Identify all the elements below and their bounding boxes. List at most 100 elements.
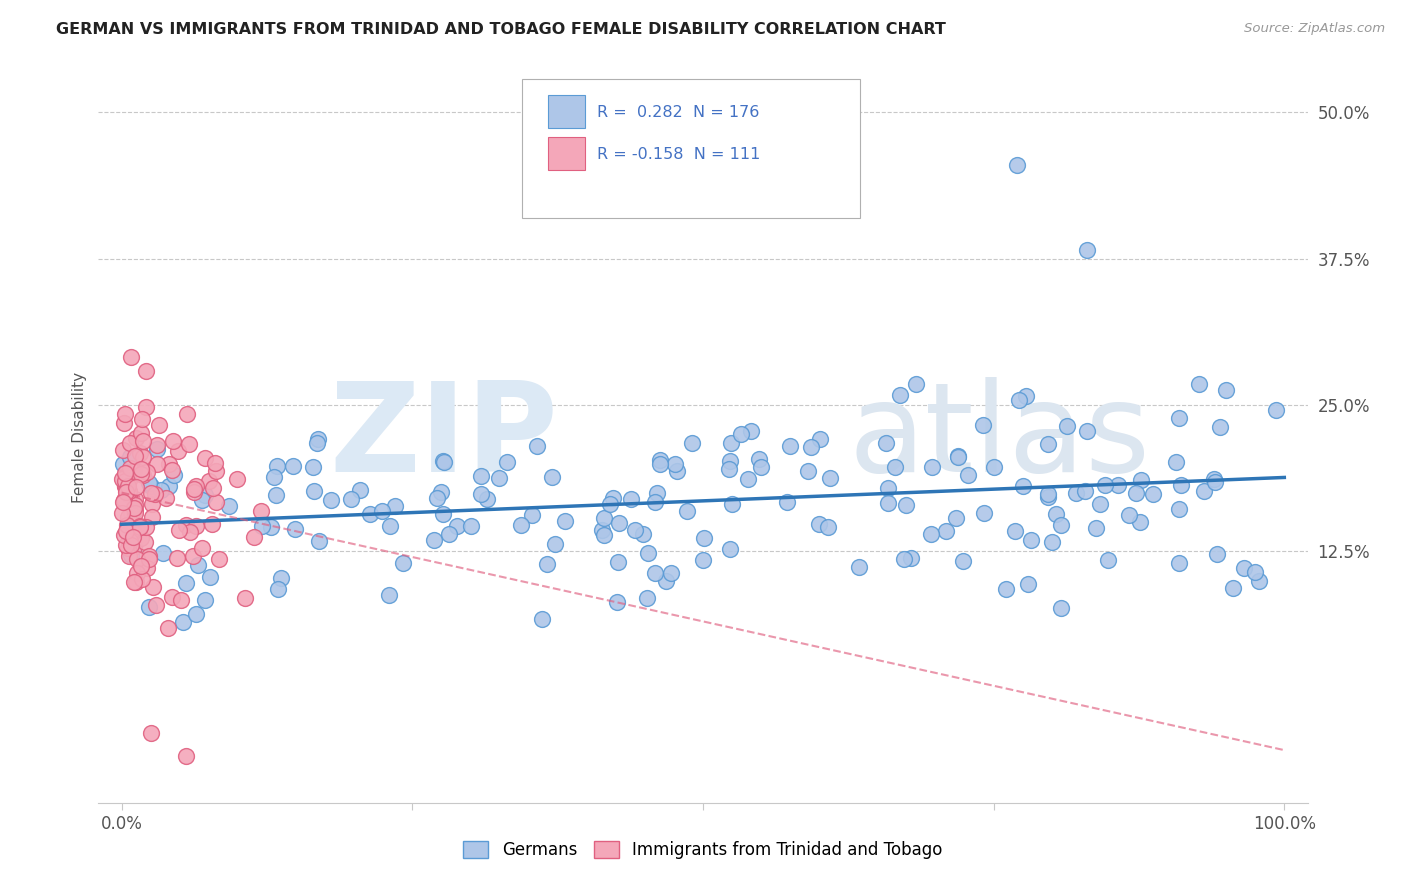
Point [307,436,329,450]
Point [797,464,820,478]
Point [308,533,330,548]
Point [593,511,616,525]
Point [1074,484,1097,499]
Point [681,435,703,450]
Point [624,523,647,537]
Point [120,351,142,365]
Point [184,519,207,533]
Point [883,459,905,474]
Point [266,459,288,474]
Point [437,526,460,541]
Point [973,506,995,520]
Point [122,501,145,516]
Point [1142,487,1164,501]
Point [138,599,160,614]
Point [121,530,143,544]
Point [720,497,742,511]
Point [875,436,897,450]
Point [1005,158,1028,172]
Point [117,467,139,482]
Point [488,471,510,485]
Point [200,570,222,584]
Point [270,571,292,585]
Point [429,484,451,499]
Point [520,508,543,522]
Point [145,457,167,471]
Point [114,479,136,493]
Point [243,530,266,544]
Point [143,487,166,501]
Point [599,497,621,511]
Point [877,496,900,510]
Point [920,527,942,541]
Point [118,488,141,502]
Point [174,518,197,533]
Point [114,408,136,422]
Point [1164,454,1187,468]
Point [162,434,184,448]
Point [129,519,152,533]
Point [131,411,153,425]
Point [146,442,169,457]
Point [135,561,157,575]
FancyBboxPatch shape [548,137,585,170]
Text: atlas: atlas [848,376,1150,498]
Point [125,575,148,590]
Point [957,468,980,483]
Point [132,468,155,483]
Point [1007,392,1029,407]
Point [1118,508,1140,523]
Point [139,479,162,493]
Point [531,612,554,626]
Point [460,519,482,533]
Point [115,518,138,533]
Point [636,591,658,605]
Point [183,549,205,563]
Point [952,554,974,568]
Point [983,460,1005,475]
Point [201,481,224,495]
Point [607,516,630,530]
Point [1015,389,1038,403]
Point [112,528,135,542]
Point [1205,547,1227,561]
Point [650,457,672,471]
Point [176,407,198,421]
Point [602,491,624,506]
Text: R = -0.158  N = 111: R = -0.158 N = 111 [596,146,761,161]
Point [179,437,201,451]
Point [132,434,155,448]
FancyBboxPatch shape [548,95,585,128]
Point [1097,553,1119,567]
Point [125,431,148,445]
Point [349,483,371,497]
Point [111,472,134,486]
Point [889,388,911,402]
Point [114,485,136,500]
Point [779,439,801,453]
Point [644,566,666,580]
Point [129,531,152,545]
Point [122,523,145,537]
Point [124,492,146,507]
Point [172,615,194,630]
Point [510,517,533,532]
Point [167,443,190,458]
Point [117,509,139,524]
Point [1011,479,1033,493]
Point [1209,419,1232,434]
Point [117,541,139,555]
Point [117,479,139,493]
Point [184,607,207,622]
Point [170,592,193,607]
FancyBboxPatch shape [522,78,860,218]
Point [1167,501,1189,516]
Point [129,462,152,476]
Point [148,417,170,432]
Point [174,749,197,764]
Point [114,479,136,493]
Point [135,400,157,414]
Point [432,454,454,468]
Point [748,451,770,466]
Point [606,595,628,609]
